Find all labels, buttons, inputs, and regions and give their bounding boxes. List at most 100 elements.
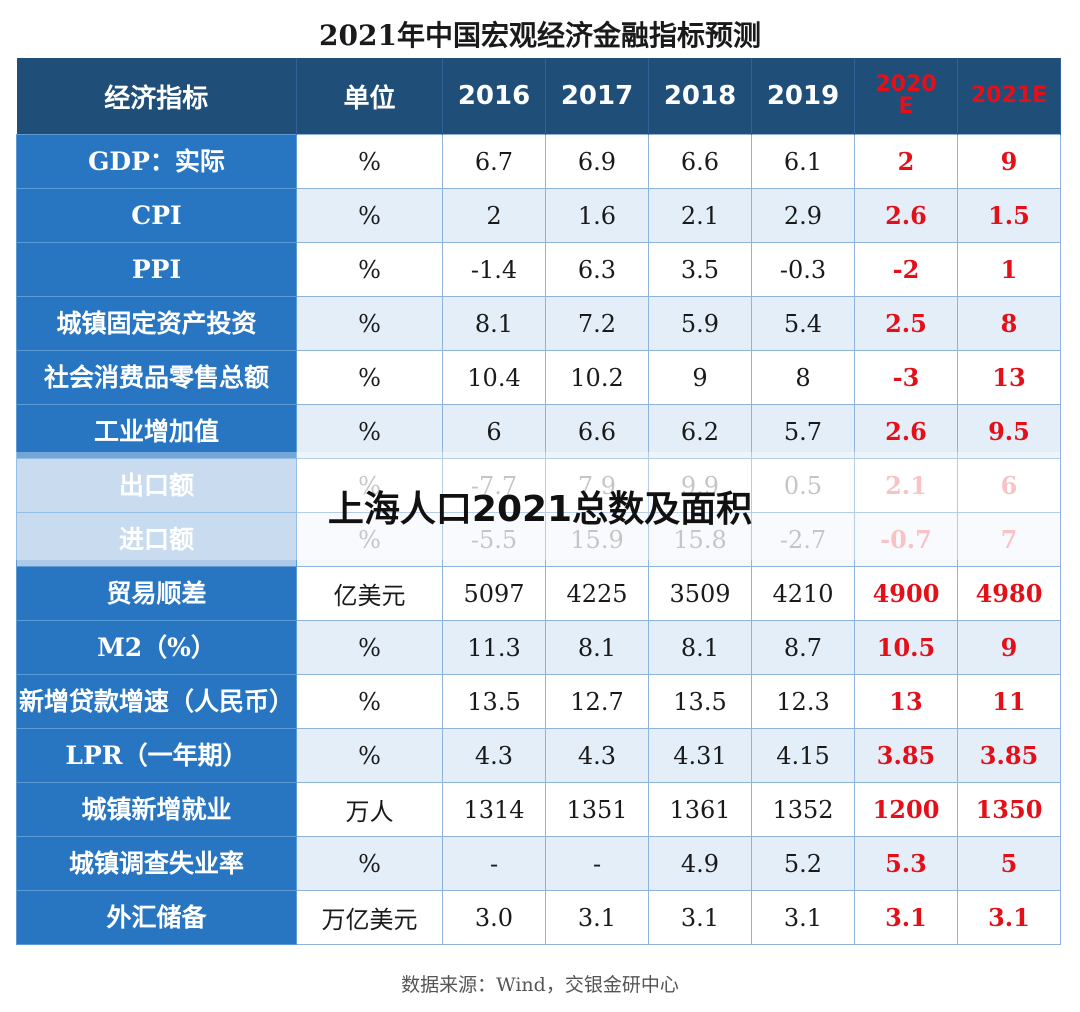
- value-cell: 6.9: [545, 134, 649, 189]
- header-indicator: 经济指标: [16, 58, 297, 135]
- table-row: GDP：实际% 6.7 6.9 6.6 6.1 2 9: [16, 134, 1061, 189]
- indicator-table: 经济指标 单位 2016 2017 2018 2019 2020 E 2021E…: [16, 58, 1061, 945]
- header-forecast-2020-text: 2020 E: [875, 72, 937, 119]
- table-body: GDP：实际% 6.7 6.9 6.6 6.1 2 9 CPI% 2 1.6 2.1 2.9 2.6 1.…: [16, 134, 1061, 945]
- value-cell: 8.1: [545, 620, 649, 675]
- value-cell: 12.3: [751, 674, 855, 729]
- table-row: 进口额% -5.5 15.9 15.8 -2.7 -0.7 7: [16, 512, 1061, 567]
- forecast-value-cell: 3.85: [854, 728, 958, 783]
- forecast-value-cell: 1.5: [957, 188, 1061, 243]
- value-cell: 10.4: [442, 350, 546, 405]
- value-cell: 3.0: [442, 890, 546, 945]
- unit-cell: %: [296, 512, 443, 567]
- forecast-value-cell: 9: [957, 134, 1061, 189]
- value-cell: 4.9: [648, 836, 752, 891]
- forecast-value-cell: 1200: [854, 782, 958, 837]
- forecast-value-cell: 2.1: [854, 458, 958, 513]
- value-cell: 13.5: [442, 674, 546, 729]
- value-cell: 4.3: [442, 728, 546, 783]
- table-row: 新增贷款增速（人民币）% 13.5 12.7 13.5 12.3 13 11: [16, 674, 1061, 729]
- value-cell: 7.2: [545, 296, 649, 351]
- value-cell: 5.7: [751, 404, 855, 459]
- unit-cell: %: [296, 674, 443, 729]
- value-cell: 4225: [545, 566, 649, 621]
- value-cell: 3.1: [648, 890, 752, 945]
- forecast-value-cell: 9: [957, 620, 1061, 675]
- table-row: 出口额% -7.7 7.9 9.9 0.5 2.1 6: [16, 458, 1061, 513]
- value-cell: 2.9: [751, 188, 855, 243]
- forecast-value-cell: 2.6: [854, 404, 958, 459]
- unit-cell: %: [296, 836, 443, 891]
- forecast-value-cell: 3.1: [957, 890, 1061, 945]
- value-cell: 4.31: [648, 728, 752, 783]
- indicator-name: 城镇固定资产投资: [16, 296, 297, 351]
- table-row: LPR（一年期）% 4.3 4.3 4.31 4.15 3.85 3.85: [16, 728, 1061, 783]
- forecast-value-cell: 1: [957, 242, 1061, 297]
- overlay-caption: 上海人口2021总数及面积: [327, 489, 753, 530]
- value-cell: -: [442, 836, 546, 891]
- value-cell: 3.5: [648, 242, 752, 297]
- value-cell: 15.8: [648, 512, 752, 567]
- forecast-value-cell: 4980: [957, 566, 1061, 621]
- value-cell: 4.15: [751, 728, 855, 783]
- unit-cell: %: [296, 620, 443, 675]
- indicator-name: GDP：实际: [16, 134, 297, 189]
- forecast-value-cell: 9.5: [957, 404, 1061, 459]
- value-cell: 6: [442, 404, 546, 459]
- forecast-value-cell: 3.1: [854, 890, 958, 945]
- value-cell: 5097: [442, 566, 546, 621]
- indicator-table-wrapper: 经济指标 单位 2016 2017 2018 2019 2020 E 2021E…: [16, 58, 1061, 945]
- forecast-value-cell: -2: [854, 242, 958, 297]
- value-cell: 1351: [545, 782, 649, 837]
- indicator-name: 进口额: [16, 512, 297, 567]
- value-cell: -1.4: [442, 242, 546, 297]
- value-cell: 8: [751, 350, 855, 405]
- value-cell: 1352: [751, 782, 855, 837]
- indicator-name: 新增贷款增速（人民币）: [16, 674, 297, 729]
- table-row: 城镇固定资产投资% 8.1 7.2 5.9 5.4 2.5 8: [16, 296, 1061, 351]
- indicator-name: 城镇新增就业: [16, 782, 297, 837]
- forecast-value-cell: 11: [957, 674, 1061, 729]
- header-forecast-2020: 2020 E: [854, 58, 958, 135]
- forecast-value-cell: 3.85: [957, 728, 1061, 783]
- value-cell: 1361: [648, 782, 752, 837]
- indicator-name: 贸易顺差: [16, 566, 297, 621]
- value-cell: 8.1: [442, 296, 546, 351]
- value-cell: 9: [648, 350, 752, 405]
- forecast-value-cell: 8: [957, 296, 1061, 351]
- value-cell: 4.3: [545, 728, 649, 783]
- indicator-name: PPI: [16, 242, 297, 297]
- forecast-value-cell: 2: [854, 134, 958, 189]
- value-cell: 2: [442, 188, 546, 243]
- unit-cell: %: [296, 242, 443, 297]
- value-cell: 6.1: [751, 134, 855, 189]
- forecast-value-cell: 2.5: [854, 296, 958, 351]
- unit-cell: 万人: [296, 782, 443, 837]
- unit-cell: %: [296, 728, 443, 783]
- value-cell: -5.5: [442, 512, 546, 567]
- unit-cell: %: [296, 350, 443, 405]
- forecast-value-cell: 2.6: [854, 188, 958, 243]
- value-cell: 9.9: [648, 458, 752, 513]
- value-cell: 11.3: [442, 620, 546, 675]
- value-cell: 13.5: [648, 674, 752, 729]
- watermark-band: [16, 452, 1060, 560]
- header-year-2016: 2016: [442, 58, 546, 135]
- unit-cell: %: [296, 188, 443, 243]
- table-row: PPI% -1.4 6.3 3.5 -0.3 -2 1: [16, 242, 1061, 297]
- table-row: 外汇储备 万亿美元 3.0 3.1 3.1 3.1 3.1 3.1: [16, 890, 1061, 945]
- indicator-name: 工业增加值: [16, 404, 297, 459]
- page-title: 2021年中国宏观经济金融指标预测: [319, 19, 761, 52]
- header-year-2019: 2019: [751, 58, 855, 135]
- forecast-value-cell: 5: [957, 836, 1061, 891]
- indicator-name: 出口额: [16, 458, 297, 513]
- value-cell: 10.2: [545, 350, 649, 405]
- unit-cell: %: [296, 134, 443, 189]
- value-cell: 6.2: [648, 404, 752, 459]
- unit-cell: 万亿美元: [296, 890, 443, 945]
- forecast-value-cell: 1350: [957, 782, 1061, 837]
- indicator-name: LPR（一年期）: [16, 728, 297, 783]
- forecast-value-cell: 6: [957, 458, 1061, 513]
- value-cell: 6.6: [545, 404, 649, 459]
- value-cell: -0.3: [751, 242, 855, 297]
